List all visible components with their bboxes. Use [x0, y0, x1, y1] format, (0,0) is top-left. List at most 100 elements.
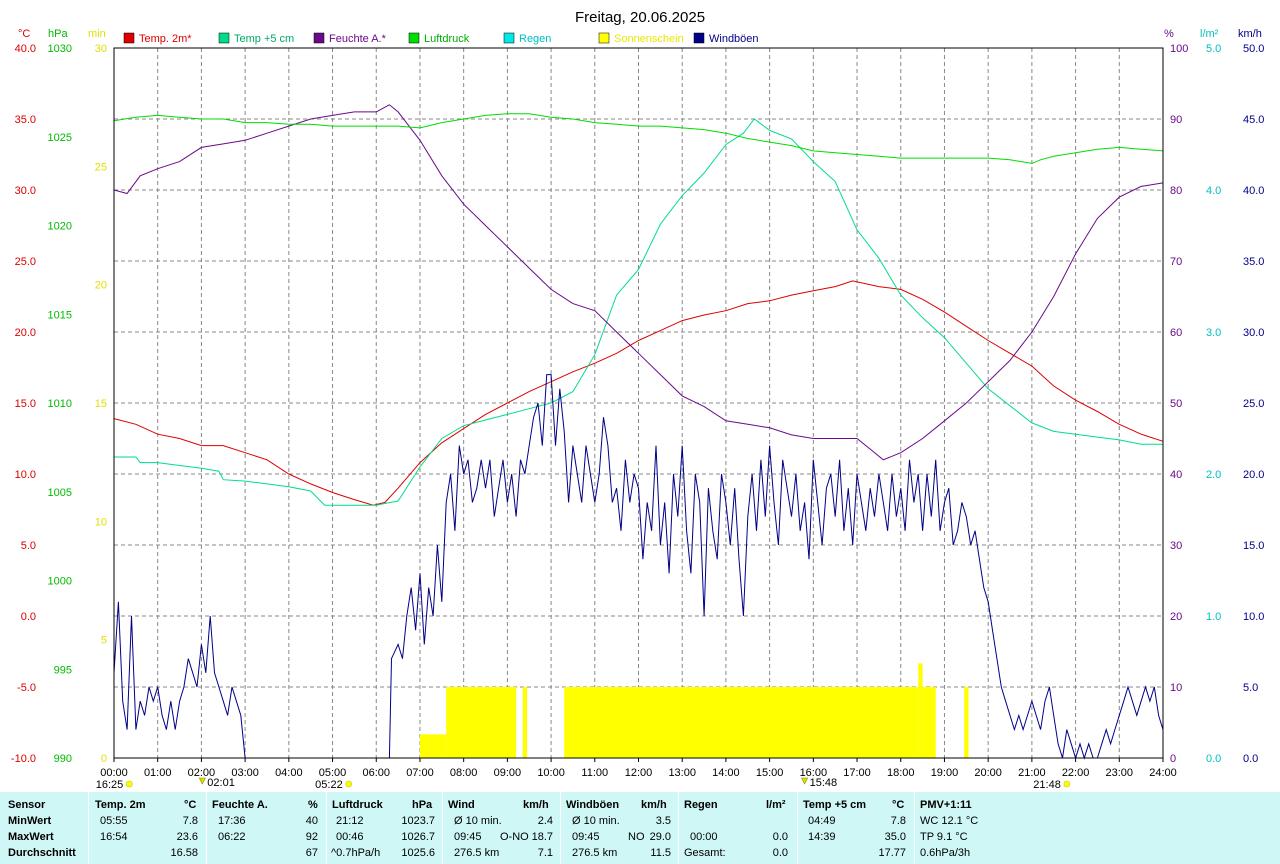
min-gusts-val: 3.5 — [655, 815, 671, 827]
temp-tick-label: 25.0 — [15, 256, 36, 268]
temp-2m-line — [113, 280, 1164, 506]
time-tick-label: 01:00 — [144, 767, 172, 779]
humidity-axis-unit: % — [1164, 28, 1174, 40]
legend-swatch — [693, 32, 705, 44]
time-tick-label: 14:00 — [712, 767, 740, 779]
rain-tick-label: 4.0 — [1206, 185, 1221, 197]
pressure-axis-unit: hPa — [48, 28, 68, 40]
time-tick-label: 12:00 — [625, 767, 653, 779]
legend-label: Luftdruck — [424, 33, 470, 45]
sunshine-bar — [964, 687, 969, 758]
rain-tick-label: 0.0 — [1206, 753, 1221, 765]
sunshine-bar — [446, 687, 517, 758]
legend-swatch — [123, 32, 135, 44]
humidity-tick-label: 90 — [1170, 114, 1182, 126]
sunshine-bar — [918, 663, 923, 758]
time-tick-label: 20:00 — [974, 767, 1002, 779]
legend-swatch — [503, 32, 515, 44]
max-wind-val: 18.7 — [531, 831, 553, 843]
time-tick-label: 11:00 — [581, 767, 608, 779]
marker-time-label: 05:22 — [315, 779, 343, 791]
min-pressure-val: 1023.7 — [401, 815, 435, 827]
temp-tick-label: 10.0 — [15, 469, 36, 481]
legend-label: Feuchte A.* — [329, 33, 387, 45]
min-wind-val: 2.4 — [537, 815, 553, 827]
time-tick-label: 22:00 — [1062, 767, 1090, 779]
down-marker-icon — [801, 777, 809, 785]
max-pressure-val: 1026.7 — [401, 831, 435, 843]
legend-label: Temp. 2m* — [139, 33, 192, 45]
humidity-tick-label: 30 — [1170, 540, 1182, 552]
pressure-tick-label: 1010 — [48, 398, 72, 410]
time-tick-label: 15:00 — [756, 767, 784, 779]
hdr-wind: Wind — [448, 799, 475, 811]
sun-marker-icon — [125, 780, 133, 788]
wind-tick-label: 0.0 — [1243, 753, 1258, 765]
max-gusts-dir: NO — [628, 831, 645, 843]
rain-tick-label: 5.0 — [1206, 43, 1221, 55]
min-humidity-time: 17:36 — [218, 815, 246, 827]
max-pressure-time: 00:46 — [336, 831, 364, 843]
temp-tick-label: 15.0 — [15, 398, 36, 410]
hdr-gusts-unit: km/h — [641, 799, 667, 811]
time-tick-label: 10:00 — [537, 767, 565, 779]
avg-rain-val: 0.0 — [772, 847, 788, 859]
marker-time-label: 02:01 — [207, 777, 235, 789]
sun-tick-label: 15 — [95, 398, 107, 410]
axis-ticks: 40.0 35.0 30.0 25.0 20.0 15.0 10.0 5.0 0.0 -5.0 -1… — [11, 43, 1265, 779]
pressure-tick-label: 1015 — [48, 309, 72, 321]
time-tick-label: 03:00 — [231, 767, 259, 779]
avg-wind-val: 7.1 — [537, 847, 553, 859]
weather-chart: Freitag, 20.06.2025 Temp. 2m* Temp +5 cm F… — [11, 9, 1265, 791]
sunshine-bar — [522, 687, 528, 758]
wind-tick-label: 25.0 — [1243, 398, 1264, 410]
hdr-humidity: Feuchte A. — [212, 799, 268, 811]
pressure-tick-label: 990 — [54, 753, 72, 765]
series-lines — [113, 104, 1164, 760]
time-tick-label: 08:00 — [450, 767, 478, 779]
sun-tick-label: 5 — [101, 635, 107, 647]
min-wind-label: Ø 10 min. — [454, 815, 502, 827]
time-tick-label: 19:00 — [931, 767, 959, 779]
sun-tick-label: 0 — [101, 753, 107, 765]
max-gusts-val: 29.0 — [649, 831, 671, 843]
pressure-tick-label: 1020 — [48, 221, 72, 233]
time-tick-label: 02:00 — [188, 767, 216, 779]
temp-tick-label: 40.0 — [15, 43, 36, 55]
hdr-gusts: Windböen — [566, 799, 620, 811]
hdr-rain: Regen — [684, 799, 718, 811]
time-tick-label: 06:00 — [362, 767, 390, 779]
rain-tick-label: 1.0 — [1206, 611, 1221, 623]
wind-tick-label: 10.0 — [1243, 611, 1264, 623]
hdr-temp5cm: Temp +5 cm — [803, 799, 867, 811]
avg-humidity-val: 67 — [305, 847, 318, 859]
temp-tick-label: 5.0 — [21, 540, 36, 552]
humidity-tick-label: 70 — [1170, 256, 1182, 268]
avg-gusts-distance: 276.5 km — [572, 847, 618, 859]
temp-tick-label: -5.0 — [17, 682, 36, 694]
hdr-rain-unit: l/m² — [766, 799, 786, 811]
humidity-tick-label: 100 — [1170, 43, 1188, 55]
hdr-pressure: Luftdruck — [332, 799, 383, 811]
legend-label: Windböen — [709, 33, 759, 45]
pressure-tick-label: 995 — [54, 664, 72, 676]
legend-label: Temp +5 cm — [234, 33, 294, 45]
hdr-temp2m: Temp. 2m — [95, 799, 146, 811]
temp-tick-label: 35.0 — [15, 114, 36, 126]
avg-temp5cm-val: 17.77 — [878, 847, 906, 859]
wind-axis-unit: km/h — [1238, 28, 1262, 40]
axis-units: °C hPa min% l/m² km/h — [18, 28, 1262, 40]
time-tick-label: 09:00 — [494, 767, 522, 779]
row-label-min: MinWert — [8, 815, 52, 827]
humidity-tick-label: 20 — [1170, 611, 1182, 623]
marker-time-label: 16:25 — [96, 779, 124, 791]
legend-swatch — [218, 32, 230, 44]
pressure-tick-label: 1025 — [48, 132, 72, 144]
wind-gust-line — [113, 374, 1164, 760]
pressure-line — [113, 113, 1164, 164]
humidity-tick-label: 40 — [1170, 469, 1182, 481]
time-tick-label: 21:00 — [1018, 767, 1046, 779]
rain-axis-unit: l/m² — [1200, 28, 1219, 40]
time-tick-label: 24:00 — [1149, 767, 1177, 779]
avg-pressure-val: 1025.6 — [401, 847, 435, 859]
